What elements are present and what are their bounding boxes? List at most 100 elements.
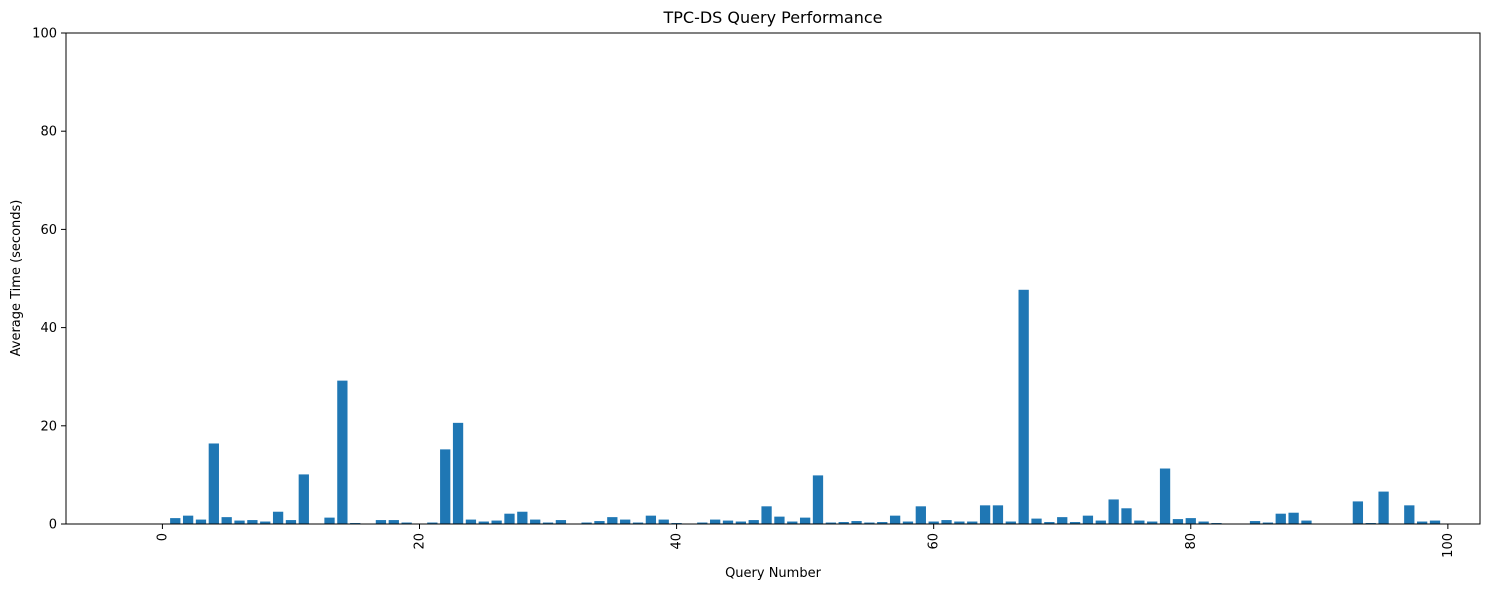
plot-frame xyxy=(65,32,1481,525)
bar-query-7 xyxy=(247,520,258,524)
bar-query-34 xyxy=(594,521,605,524)
bar-query-59 xyxy=(915,506,926,524)
bar-query-11 xyxy=(298,474,309,524)
bar-query-97 xyxy=(1404,505,1415,524)
bar-query-6 xyxy=(234,520,245,524)
bar-query-30 xyxy=(542,522,554,524)
x-tick-label: 20 xyxy=(413,533,428,550)
x-tick-label: 60 xyxy=(927,533,942,550)
x-tick-label: 80 xyxy=(1184,533,1199,550)
bar-query-88 xyxy=(1288,512,1299,524)
bar-query-18 xyxy=(388,520,399,524)
bar-query-1 xyxy=(170,518,181,524)
bar-query-22 xyxy=(440,449,451,524)
bar-query-61 xyxy=(941,520,952,524)
y-axis-title: Average Time (seconds) xyxy=(9,200,24,357)
bar-query-58 xyxy=(902,521,914,524)
bar-query-38 xyxy=(645,515,657,524)
bar-query-67 xyxy=(1018,289,1029,524)
bar-query-79 xyxy=(1172,519,1184,524)
y-tick-label: 0 xyxy=(49,518,57,533)
bar-query-43 xyxy=(710,519,721,524)
bar-query-10 xyxy=(285,520,297,524)
bar-query-36 xyxy=(620,519,631,524)
bar-query-14 xyxy=(337,380,348,524)
bar-query-81 xyxy=(1198,521,1209,524)
bar-query-73 xyxy=(1095,520,1106,524)
bar-query-19 xyxy=(401,522,412,524)
bar-query-54 xyxy=(851,521,862,524)
bar-query-80 xyxy=(1185,518,1196,524)
bar-query-44 xyxy=(722,520,734,524)
bar-query-75 xyxy=(1121,508,1132,524)
bar-query-31 xyxy=(555,520,567,524)
bar-query-23 xyxy=(452,422,464,524)
bar-query-25 xyxy=(478,521,489,524)
bar-query-42 xyxy=(697,522,708,524)
bar-query-39 xyxy=(658,519,669,524)
bar-query-5 xyxy=(221,517,232,524)
bar-query-9 xyxy=(272,511,284,524)
y-tick-label: 100 xyxy=(32,27,57,42)
bar-query-27 xyxy=(504,513,515,524)
bar-query-85 xyxy=(1249,521,1261,524)
x-axis: 0 20 40 60 80 100 xyxy=(155,524,1456,558)
bar-query-47 xyxy=(761,506,772,524)
bar-query-45 xyxy=(735,521,746,524)
bar-query-74 xyxy=(1108,499,1119,524)
bar-query-89 xyxy=(1301,520,1312,524)
bar-query-57 xyxy=(889,515,901,524)
bar-query-2 xyxy=(182,515,194,524)
bar-query-70 xyxy=(1057,517,1068,524)
bar-query-49 xyxy=(787,521,798,524)
bar-query-65 xyxy=(992,505,1004,524)
y-tick-label: 40 xyxy=(40,321,57,336)
bar-query-26 xyxy=(491,520,502,524)
bar-query-35 xyxy=(607,517,618,524)
bar-query-33 xyxy=(581,522,592,524)
chart-title: TPC-DS Query Performance xyxy=(662,8,882,27)
bar-query-3 xyxy=(195,519,207,524)
bar-query-98 xyxy=(1417,521,1428,524)
bar-query-72 xyxy=(1082,515,1094,524)
bar-query-66 xyxy=(1005,521,1016,524)
bar-query-87 xyxy=(1275,513,1286,524)
x-tick-label: 40 xyxy=(670,533,685,550)
bar-query-69 xyxy=(1044,522,1055,524)
bar-query-52 xyxy=(825,522,836,524)
bar-query-37 xyxy=(632,522,644,524)
bar-query-95 xyxy=(1378,491,1389,524)
bar-query-4 xyxy=(208,443,219,524)
x-tick-label: 100 xyxy=(1441,533,1456,558)
bar-query-8 xyxy=(260,521,271,524)
bar-query-24 xyxy=(465,519,477,524)
bars-group xyxy=(170,289,1441,524)
bar-query-62 xyxy=(954,521,965,524)
bar-query-56 xyxy=(877,522,888,524)
bar-query-21 xyxy=(427,522,438,524)
bar-query-60 xyxy=(928,521,939,524)
bar-query-76 xyxy=(1134,520,1145,524)
bar-query-63 xyxy=(967,521,978,524)
bar-query-13 xyxy=(324,517,335,524)
bar-query-53 xyxy=(838,522,849,524)
y-tick-label: 20 xyxy=(40,419,57,434)
bar-query-64 xyxy=(979,505,991,524)
bar-query-46 xyxy=(748,520,759,524)
bar-query-28 xyxy=(517,511,528,524)
x-tick-label: 0 xyxy=(155,533,170,541)
bar-query-68 xyxy=(1031,518,1042,524)
bar-query-93 xyxy=(1352,501,1364,524)
y-axis: 0 20 40 60 80 100 xyxy=(32,27,66,533)
bar-query-71 xyxy=(1069,522,1081,524)
y-tick-label: 60 xyxy=(40,223,57,238)
y-tick-label: 80 xyxy=(40,125,57,140)
bar-query-86 xyxy=(1262,522,1274,524)
bar-query-51 xyxy=(812,475,824,524)
bar-query-77 xyxy=(1147,521,1158,524)
bar-query-48 xyxy=(774,516,785,524)
bar-query-50 xyxy=(799,517,811,524)
bar-query-55 xyxy=(864,522,875,524)
bar-query-29 xyxy=(530,519,541,524)
